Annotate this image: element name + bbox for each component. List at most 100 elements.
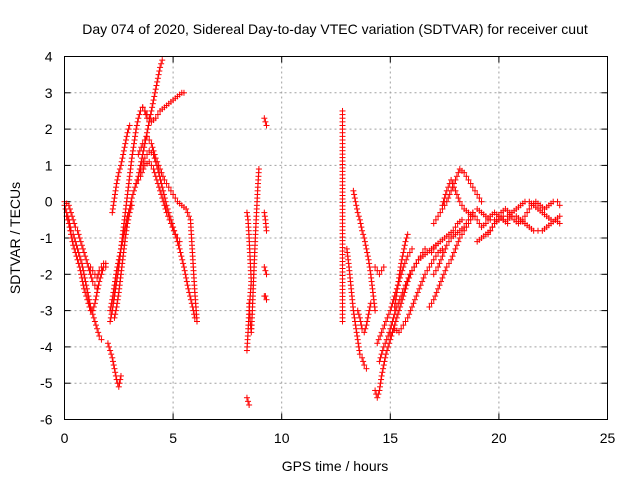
data-point xyxy=(430,220,437,227)
data-point xyxy=(67,227,74,234)
data-point xyxy=(389,329,396,336)
data-point xyxy=(409,303,416,310)
data-point xyxy=(152,86,159,93)
data-point xyxy=(94,325,101,332)
data-point xyxy=(106,343,113,350)
data-point xyxy=(122,231,129,238)
data-point xyxy=(243,347,250,354)
data-point xyxy=(71,245,78,252)
data-point xyxy=(453,242,460,249)
data-point xyxy=(404,314,411,321)
data-point xyxy=(461,224,468,231)
data-point xyxy=(410,300,417,307)
data-point xyxy=(263,271,270,278)
data-point xyxy=(83,256,90,263)
data-point xyxy=(146,158,153,165)
data-point xyxy=(361,362,368,369)
data-point xyxy=(362,242,369,249)
data-point xyxy=(456,198,463,205)
x-tick-label: 0 xyxy=(61,430,69,446)
data-point xyxy=(378,372,385,379)
axis-ticks xyxy=(64,56,608,420)
data-point xyxy=(449,253,456,260)
data-point xyxy=(139,140,146,147)
data-point xyxy=(398,260,405,267)
data-point xyxy=(491,220,498,227)
y-tick-label: -5 xyxy=(40,375,53,391)
data-point xyxy=(377,333,384,340)
data-point xyxy=(113,184,120,191)
data-point xyxy=(186,213,193,220)
data-point xyxy=(107,347,114,354)
data-point xyxy=(126,209,133,216)
data-point xyxy=(469,184,476,191)
data-point xyxy=(125,216,132,223)
data-point xyxy=(78,271,85,278)
data-point xyxy=(151,169,158,176)
data-point xyxy=(163,209,170,216)
data-point xyxy=(437,278,444,285)
data-point xyxy=(182,271,189,278)
data-point xyxy=(485,231,492,238)
data-point xyxy=(157,64,164,71)
data-point xyxy=(132,133,139,140)
data-point xyxy=(449,180,456,187)
data-point xyxy=(136,147,143,154)
data-point xyxy=(191,314,198,321)
data-point xyxy=(406,249,413,256)
data-point xyxy=(69,238,76,245)
data-point xyxy=(430,271,437,278)
data-point xyxy=(261,213,268,220)
data-point xyxy=(443,264,450,271)
y-tick-label: 3 xyxy=(45,85,53,101)
data-point xyxy=(508,213,515,220)
data-point xyxy=(422,245,429,252)
data-point xyxy=(184,282,191,289)
data-point xyxy=(180,264,187,271)
data-point xyxy=(391,303,398,310)
data-point xyxy=(178,253,185,260)
data-point xyxy=(149,100,156,107)
data-point xyxy=(167,220,174,227)
data-point xyxy=(131,140,138,147)
data-point xyxy=(375,391,382,398)
data-point xyxy=(378,267,385,274)
data-point xyxy=(190,307,197,314)
data-point xyxy=(66,224,73,231)
data-points xyxy=(61,57,563,408)
data-point xyxy=(399,253,406,260)
data-point xyxy=(416,285,423,292)
data-point xyxy=(137,173,144,180)
data-point xyxy=(110,202,117,209)
data-point xyxy=(451,249,458,256)
data-point xyxy=(403,278,410,285)
data-point xyxy=(150,151,157,158)
data-point xyxy=(130,144,137,151)
data-point xyxy=(119,155,126,162)
data-point xyxy=(378,376,385,383)
data-point xyxy=(78,274,85,281)
data-point xyxy=(255,166,262,173)
data-point xyxy=(104,340,111,347)
data-point xyxy=(392,296,399,303)
data-point xyxy=(132,129,139,136)
data-point xyxy=(133,122,140,129)
data-point xyxy=(193,318,200,325)
x-tick-label: 20 xyxy=(491,430,507,446)
data-point xyxy=(112,311,119,318)
data-point xyxy=(398,325,405,332)
data-point xyxy=(377,380,384,387)
data-point xyxy=(135,151,142,158)
data-point xyxy=(100,260,107,267)
data-point xyxy=(439,253,446,260)
data-point xyxy=(455,238,462,245)
data-point xyxy=(420,274,427,281)
data-point xyxy=(170,191,177,198)
data-point xyxy=(243,209,250,216)
data-point xyxy=(451,184,458,191)
data-point xyxy=(115,293,122,300)
data-point xyxy=(401,242,408,249)
data-point xyxy=(158,60,165,67)
data-point xyxy=(154,78,161,85)
